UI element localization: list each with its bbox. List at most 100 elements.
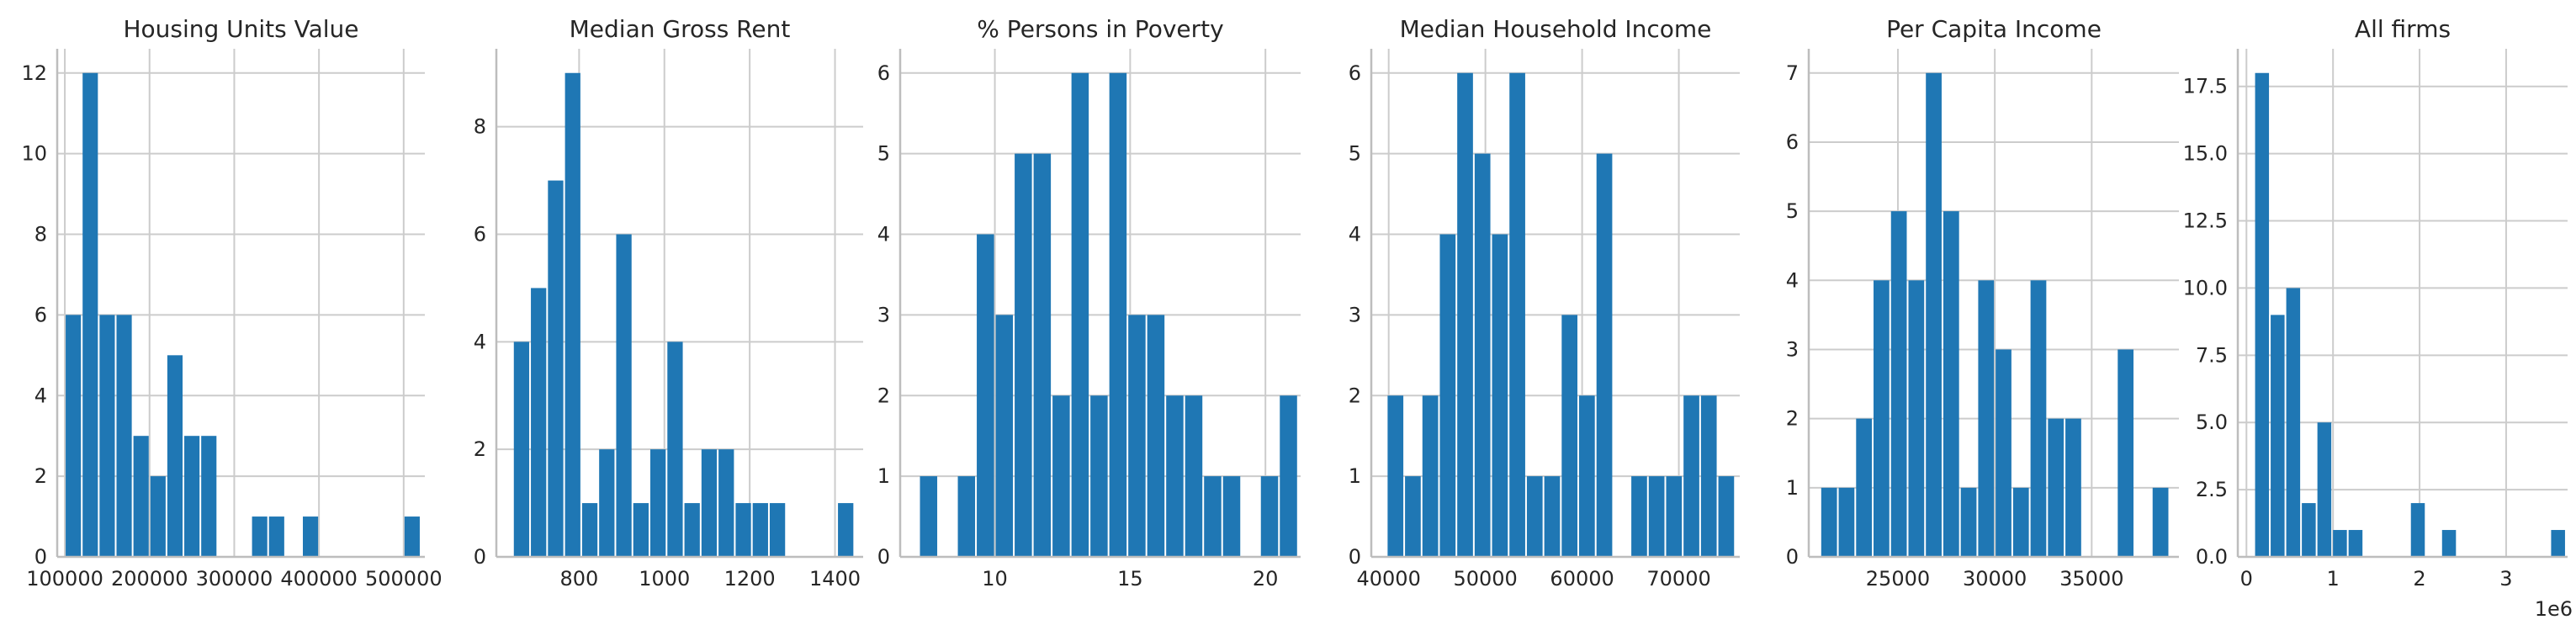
histogram-bar [531,288,547,557]
y-tick-label: 10.0 [2183,276,2228,299]
x-tick-label: 800 [559,567,598,591]
histogram-bar [1874,280,1890,557]
y-tick-label: 3 [1349,303,1361,326]
y-tick-label: 8 [474,115,486,139]
histogram-bar [957,476,976,557]
y-tick-label: 6 [1349,61,1361,85]
histogram-bar [2551,530,2565,557]
histogram-bar [650,449,666,557]
histogram-bar [513,342,530,557]
histogram-bar [1683,395,1699,557]
y-tick-label: 5.0 [2196,410,2228,434]
histogram-bar [769,503,786,557]
histogram-bar [184,436,200,557]
histogram-bar [995,315,1014,557]
histogram-bar [1978,280,1995,557]
histogram-bar [1090,395,1108,557]
y-tick-label: 4 [877,223,890,246]
x-tick-label: 200000 [111,567,188,591]
histogram-bar [2030,280,2047,557]
chart-title: Per Capita Income [1886,15,2102,43]
histogram-bar [1631,476,1647,557]
histogram-bar [1821,487,1837,557]
x-tick-label: 60000 [1550,567,1614,591]
x-tick-label: 500000 [365,567,443,591]
y-tick-label: 2 [1786,407,1799,431]
histogram-bar [2317,422,2332,557]
x-tick-label: 35000 [2059,567,2123,591]
x-tick-label: 400000 [280,567,358,591]
y-tick-label: 2 [34,464,47,488]
histogram-bar [99,315,115,557]
histogram-bar [2348,530,2363,557]
histogram-bar [1700,395,1717,557]
x-tick-label: 15 [1117,567,1143,591]
y-tick-label: 17.5 [2183,75,2228,98]
histogram-bar [1015,153,1032,557]
histogram-bar [1648,476,1665,557]
histogram-bar [268,516,284,557]
histogram-bar [1509,72,1525,557]
histogram-bar [1596,153,1613,557]
histogram-bar [1943,211,1959,557]
histogram-bar [1033,153,1052,557]
x-tick-label: 10 [982,567,1008,591]
y-tick-label: 7.5 [2196,343,2228,367]
x-tick-label: 0 [2240,567,2253,591]
histogram-bar [1856,418,1873,557]
histogram-bar [1996,349,2012,557]
histogram-bar [82,72,98,557]
histogram-bar [1474,153,1491,557]
histogram-bar [1838,487,1855,557]
histogram-bar [599,449,615,557]
histogram-bar [2255,72,2270,557]
histogram-bar [1908,280,1925,557]
chart-title: Median Gross Rent [570,15,791,43]
y-tick-label: 2 [1349,384,1361,407]
x-tick-label: 50000 [1453,567,1517,591]
histogram-bar [1128,315,1146,557]
histogram-bar [2152,487,2169,557]
y-tick-label: 1 [1349,464,1361,488]
histogram-bar [667,342,683,557]
chart-panel-2: 0 2 4 6 8 800 1000 1200 1400 Median Gross Rent [474,15,863,591]
chart-title: Housing Units Value [123,15,358,43]
histogram-bar [167,355,183,557]
x-tick-label: 1000 [639,567,690,591]
x-tick-label: 1400 [809,567,861,591]
y-tick-label: 1 [877,464,890,488]
histogram-bar [616,234,632,557]
histogram-bar [150,476,166,557]
y-tick-label: 15.0 [2183,142,2228,166]
y-tick-label: 6 [474,223,486,246]
histogram-bar [133,436,149,557]
histogram-bar [1260,476,1279,557]
y-tick-label: 5 [1786,199,1799,223]
histogram-bar [404,516,420,557]
histogram-bar [2441,530,2457,557]
x-tick-label: 70000 [1646,567,1710,591]
y-tick-label: 2 [474,437,486,461]
histogram-bar [564,72,580,557]
x-tick-label: 25000 [1866,567,1930,591]
histogram-bar [66,315,82,557]
y-tick-label: 6 [34,303,47,326]
x-tick-label: 2 [2413,567,2425,591]
x-offset-label: 1e6 [2535,597,2573,621]
histogram-bar [920,476,938,557]
y-tick-label: 0 [34,545,47,569]
histogram-bar [2410,503,2425,557]
histogram-bar [252,516,268,557]
histogram-bar [633,503,649,557]
chart-panel-1: 0 2 4 6 8 10 12 100000 200000 300000 400000 500000 H… [21,15,442,591]
y-tick-label: 12 [21,61,47,85]
histogram-bar [1280,395,1297,557]
y-tick-label: 6 [877,61,890,85]
chart-panel-5: 0 1 2 3 4 5 6 7 25000 30000 35000 Per Capita Income [1786,15,2179,591]
histogram-bar [2048,418,2065,557]
histogram-bar [1666,476,1683,557]
histogram-bar [1579,395,1595,557]
histogram-bar [1185,395,1203,557]
y-tick-label: 4 [474,330,486,353]
